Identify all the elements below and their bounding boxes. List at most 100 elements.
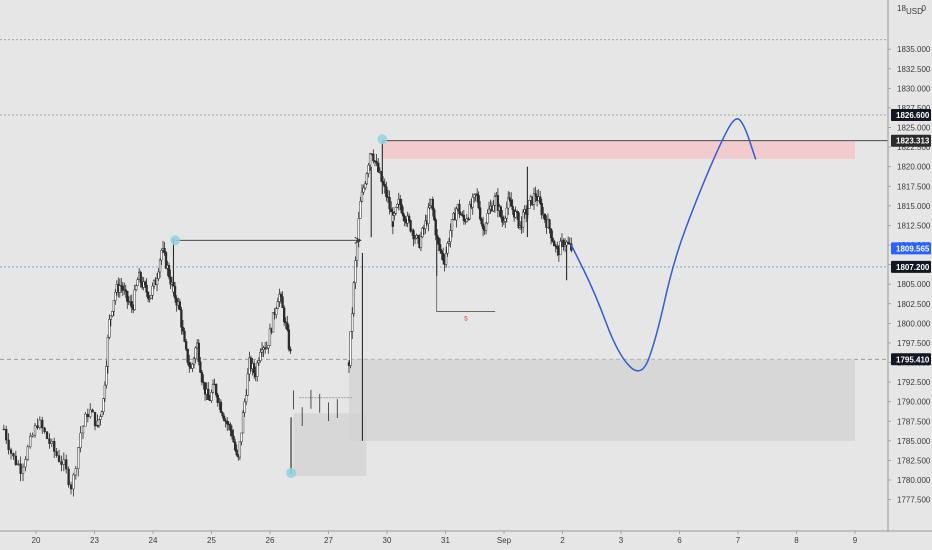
candle-body-114 (207, 388, 210, 400)
candle-body-145 (256, 362, 259, 377)
candle-body-137 (243, 401, 246, 413)
candle-body-129 (230, 430, 234, 437)
price-tick-label-5: 1790.000 (897, 398, 931, 407)
candle-body-60 (126, 290, 129, 302)
price-tick-label-19: 1825.000 (897, 124, 931, 133)
candle-body-264 (493, 196, 497, 206)
candle-body-123 (221, 412, 224, 417)
candle-body-171 (354, 260, 357, 283)
candle-body-26 (65, 459, 68, 470)
candle-body-134 (238, 441, 242, 458)
candle-body-308 (559, 241, 562, 256)
candle-body-180 (368, 153, 372, 166)
candle-body-147 (259, 352, 262, 361)
candle-body-229 (441, 253, 445, 261)
candle-body-303 (551, 237, 554, 242)
candle-body-173 (357, 218, 360, 242)
candle-body-73 (145, 284, 148, 293)
candle-body-126 (226, 420, 229, 425)
price-tag-2: 1807.200 (896, 263, 930, 272)
candle-body-189 (383, 183, 386, 188)
candle-body-14 (36, 425, 39, 428)
time-axis[interactable]: 20 23 24 25 26 27 30 31 Sep 2 3 6 7 8 9 (0, 530, 932, 545)
candle-body-32 (79, 432, 82, 449)
candle-body-306 (556, 245, 559, 249)
candle-body-139 (246, 373, 249, 396)
candle-body-310 (562, 240, 565, 247)
candle-body-177 (364, 183, 367, 189)
candle-body-200 (399, 198, 402, 205)
candle-body-210 (413, 237, 417, 240)
candle-body-295 (539, 196, 542, 204)
price-axis[interactable]: 1777.500 1780.000 1782.500 1785.000 1787.500… (887, 0, 931, 531)
currency-label: USD (906, 7, 923, 16)
candle-body-233 (447, 241, 451, 244)
candle-body-67 (136, 279, 139, 287)
price-tick-label-22: 1832.500 (897, 65, 931, 74)
candle-body-1 (5, 428, 8, 441)
candle-body-119 (215, 384, 218, 396)
candle-body-174 (359, 201, 362, 219)
candle-body-105 (192, 358, 196, 365)
candle-body-165 (287, 329, 291, 350)
candle-body-41 (97, 419, 101, 426)
candle-body-131 (233, 441, 237, 451)
candle-body-166 (289, 348, 292, 352)
candle-body-284 (521, 211, 525, 228)
price-tag-bg-1 (891, 242, 931, 255)
candle-body-6 (17, 463, 20, 465)
candle-body-278 (514, 211, 517, 218)
candle-body-25 (62, 459, 65, 465)
candles (2, 140, 573, 497)
candle-body-203 (403, 215, 406, 222)
candle-body-66 (135, 285, 138, 291)
candle-body-7 (19, 463, 22, 474)
candle-body-0 (2, 428, 5, 431)
price-tick-label-21: 1830.000 (897, 84, 931, 93)
price-tick-label-2: 1782.500 (897, 456, 931, 465)
candle-body-256 (481, 223, 485, 229)
candle-body-272 (505, 207, 508, 219)
price-tick-label-18: 1822.500 (897, 143, 931, 152)
candle-body-179 (367, 164, 370, 174)
price-tick-label-8: 1797.500 (897, 339, 931, 348)
candle-body-148 (260, 349, 264, 353)
candle-body-3 (9, 449, 13, 454)
candle-body-241 (459, 213, 463, 216)
candle-body-163 (284, 321, 287, 324)
candle-body-135 (240, 432, 243, 443)
candle-body-253 (477, 195, 480, 208)
time-tick-label-13: 8 (794, 536, 799, 545)
candle-body-235 (450, 219, 454, 232)
candle-body-59 (124, 289, 127, 292)
time-tick-label-3: 25 (207, 536, 216, 545)
candle-body-279 (515, 211, 519, 213)
price-tick-label-0: 1777.500 (897, 496, 931, 505)
candle-body-291 (532, 193, 536, 205)
candle-body-81 (157, 271, 160, 280)
candle-body-96 (178, 301, 181, 311)
candle-body-49 (109, 315, 112, 320)
candle-body-122 (219, 401, 223, 413)
candle-body-63 (130, 301, 133, 308)
candle-body-292 (534, 193, 537, 197)
candle-body-313 (567, 241, 570, 244)
candle-body-184 (375, 161, 378, 164)
price-tag-bg-0 (891, 134, 931, 147)
zones (293, 140, 855, 477)
candle-body-161 (281, 296, 284, 308)
candle-body-170 (352, 282, 356, 315)
candle-body-48 (108, 319, 111, 338)
price-tag-4: 1795.410 (896, 355, 930, 364)
candle-body-311 (563, 244, 567, 247)
candle-body-193 (390, 208, 393, 213)
candle-body-226 (437, 237, 440, 245)
price-tag-0: 1823.313 (896, 137, 930, 146)
demand-zone (348, 359, 855, 441)
candle-body-275 (510, 199, 513, 207)
candle-body-268 (499, 206, 502, 218)
candle-body-250 (473, 194, 476, 198)
price-tick-label-6: 1792.500 (897, 378, 931, 387)
candle-body-214 (419, 236, 423, 248)
